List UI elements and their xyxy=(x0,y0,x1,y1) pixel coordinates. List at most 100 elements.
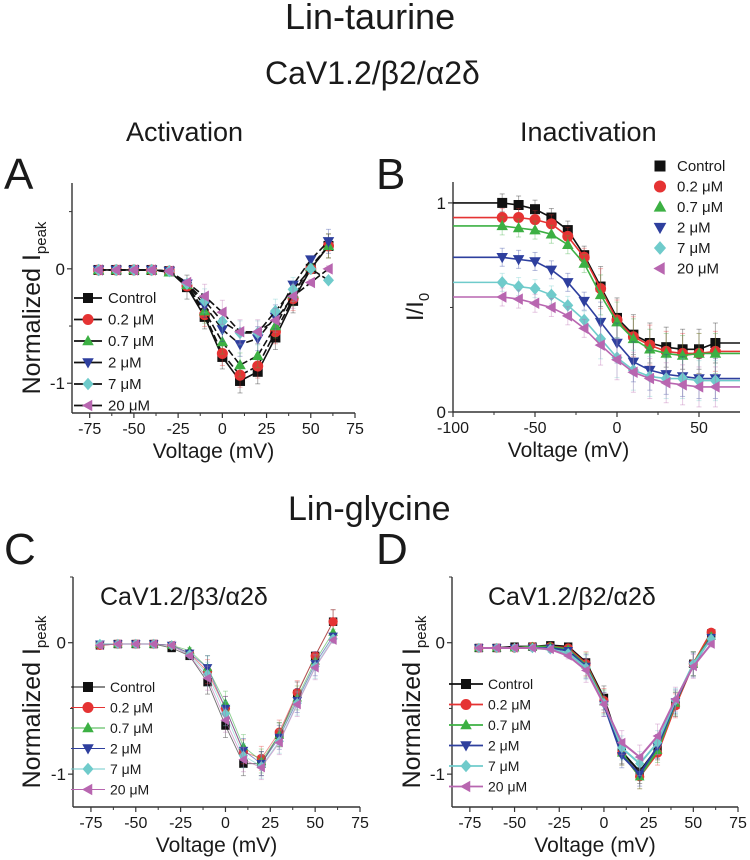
panel-b-data-point xyxy=(512,293,523,305)
panel-c-data-point xyxy=(221,721,230,730)
panel-b-fit-curve xyxy=(453,225,740,357)
legend-marker xyxy=(82,358,94,369)
panel-d-data-point xyxy=(634,752,644,762)
figure-title-lin-taurine: Lin-taurine xyxy=(285,0,456,37)
panel-a-legend: Control 0.2 μM 0.7 μM 2 μM 7 μM 20 μM xyxy=(74,290,156,415)
panel-a-series-5 xyxy=(92,263,333,345)
panel-b-legend: Control 0.2 μM 0.7 μM 2 μM 7 μM 20 μM xyxy=(653,158,725,278)
panel-b-data-point xyxy=(693,347,705,358)
panel-a-x-tick-label: -50 xyxy=(122,421,145,438)
legend-marker xyxy=(653,241,667,255)
panel-b-data-point xyxy=(545,218,557,230)
legend-marker xyxy=(83,682,93,692)
panel-letter-b: B xyxy=(376,150,406,199)
panel-a-data-point xyxy=(305,255,317,266)
panel-d-y-tick-label: 0 xyxy=(436,634,445,653)
panel-b-data-point xyxy=(562,299,574,312)
panel-c-data-point xyxy=(130,639,140,649)
panel-a-data-point xyxy=(216,336,229,347)
panel-c-x-tick-label: 0 xyxy=(221,815,230,832)
panel-b-x-tick-label: -50 xyxy=(523,420,546,437)
panel-d-y-tick-label: -1 xyxy=(430,765,445,784)
panel-a-data-point xyxy=(251,349,264,361)
panel-d-data-point xyxy=(527,643,537,653)
legend-label: 20 μM xyxy=(110,782,149,798)
panel-b-data-point xyxy=(578,313,590,327)
panel-a-x-tick-label: 25 xyxy=(258,421,276,438)
panel-c-construct-title: CaV1.2/β3/α2δ xyxy=(100,583,268,611)
panel-a-data-point xyxy=(305,262,317,276)
panel-b-x-tick-label: 50 xyxy=(690,420,708,437)
panel-b-data-point xyxy=(496,219,508,231)
panel-d-data-point xyxy=(509,643,519,653)
panel-a-series-line xyxy=(98,268,329,333)
panel-a-data-point xyxy=(216,315,228,328)
legend-label: 0.7 μM xyxy=(108,333,154,350)
panel-c-data-point xyxy=(202,673,212,684)
panel-a-x-tick-label: 0 xyxy=(218,421,227,438)
panel-b-data-point xyxy=(545,288,557,302)
legend-label: 0.2 μM xyxy=(488,697,531,713)
legend-label: 7 μM xyxy=(488,758,519,774)
panel-c-data-point xyxy=(148,639,158,649)
legend-label: 2 μM xyxy=(677,220,711,237)
panel-b-data-point xyxy=(529,297,540,310)
panel-b-data-point xyxy=(512,255,525,266)
legend-label: 20 μM xyxy=(677,261,719,278)
panel-b-data-point xyxy=(595,283,607,295)
panel-b-data-point xyxy=(562,278,574,289)
panel-a-data-point xyxy=(216,347,228,359)
legend-marker xyxy=(653,200,667,212)
panel-b-data-point xyxy=(611,338,623,349)
legend-marker xyxy=(460,699,472,710)
panel-c-chart: -75 -50 -25 0 25 50 75 0 -1 Voltage (mV) Normalize… xyxy=(18,576,369,857)
panel-b-data-point xyxy=(676,349,689,360)
legend-marker xyxy=(82,762,94,776)
panel-c-x-tick-label: -50 xyxy=(124,815,147,832)
panel-letter-d: D xyxy=(376,525,408,574)
panel-b-data-point xyxy=(693,381,704,393)
panel-d-data-point xyxy=(670,694,680,705)
panel-c-data-point xyxy=(166,640,176,651)
panel-a-data-point xyxy=(252,360,264,372)
panel-d-x-tick-label: -50 xyxy=(503,815,526,832)
panel-b-series-4 xyxy=(453,272,740,402)
panel-b-data-point xyxy=(529,214,541,226)
panel-b-data-point xyxy=(529,257,541,268)
panel-a-data-point xyxy=(145,264,156,276)
panel-d-data-point xyxy=(652,731,662,741)
panel-letter-a: A xyxy=(4,150,34,199)
panel-b-data-point xyxy=(611,353,622,366)
panel-a-x-tick-label: 75 xyxy=(346,421,364,438)
panel-a-data-point xyxy=(269,314,280,327)
panel-b-y-axis-label: I/I0 xyxy=(402,293,433,321)
legend-marker xyxy=(461,679,471,689)
panel-c-data-point xyxy=(328,617,338,627)
panel-d-data-point xyxy=(598,699,608,710)
panel-b-x-tick-label: -100 xyxy=(437,420,469,437)
panel-b-data-point xyxy=(497,197,508,208)
legend-marker xyxy=(460,719,472,730)
legend-label: 0.7 μM xyxy=(488,717,531,733)
panel-c-x-tick-label: 25 xyxy=(261,815,279,832)
panel-c-data-point xyxy=(184,651,194,661)
panel-a-data-point xyxy=(127,264,139,276)
panel-a-data-point xyxy=(180,276,192,289)
panel-b-data-point xyxy=(529,282,541,295)
panel-c-data-point xyxy=(310,662,319,673)
panel-d-data-point xyxy=(706,639,715,649)
panel-b-data-point xyxy=(627,332,640,344)
legend-label: 0.2 μM xyxy=(108,312,154,329)
legend-label: 0.2 μM xyxy=(677,179,723,196)
panel-c-x-tick-label: -75 xyxy=(79,815,102,832)
panel-b-fit-curve xyxy=(453,281,740,382)
panel-c-data-point xyxy=(202,664,213,673)
panel-c-data-point xyxy=(203,677,212,687)
panel-b-data-point xyxy=(496,291,507,303)
panel-a-x-tick-label: 50 xyxy=(302,421,320,438)
panel-c-data-point xyxy=(94,640,104,651)
panel-c-data-point xyxy=(328,635,337,645)
legend-marker xyxy=(82,702,94,713)
panel-a-data-point xyxy=(110,264,121,276)
